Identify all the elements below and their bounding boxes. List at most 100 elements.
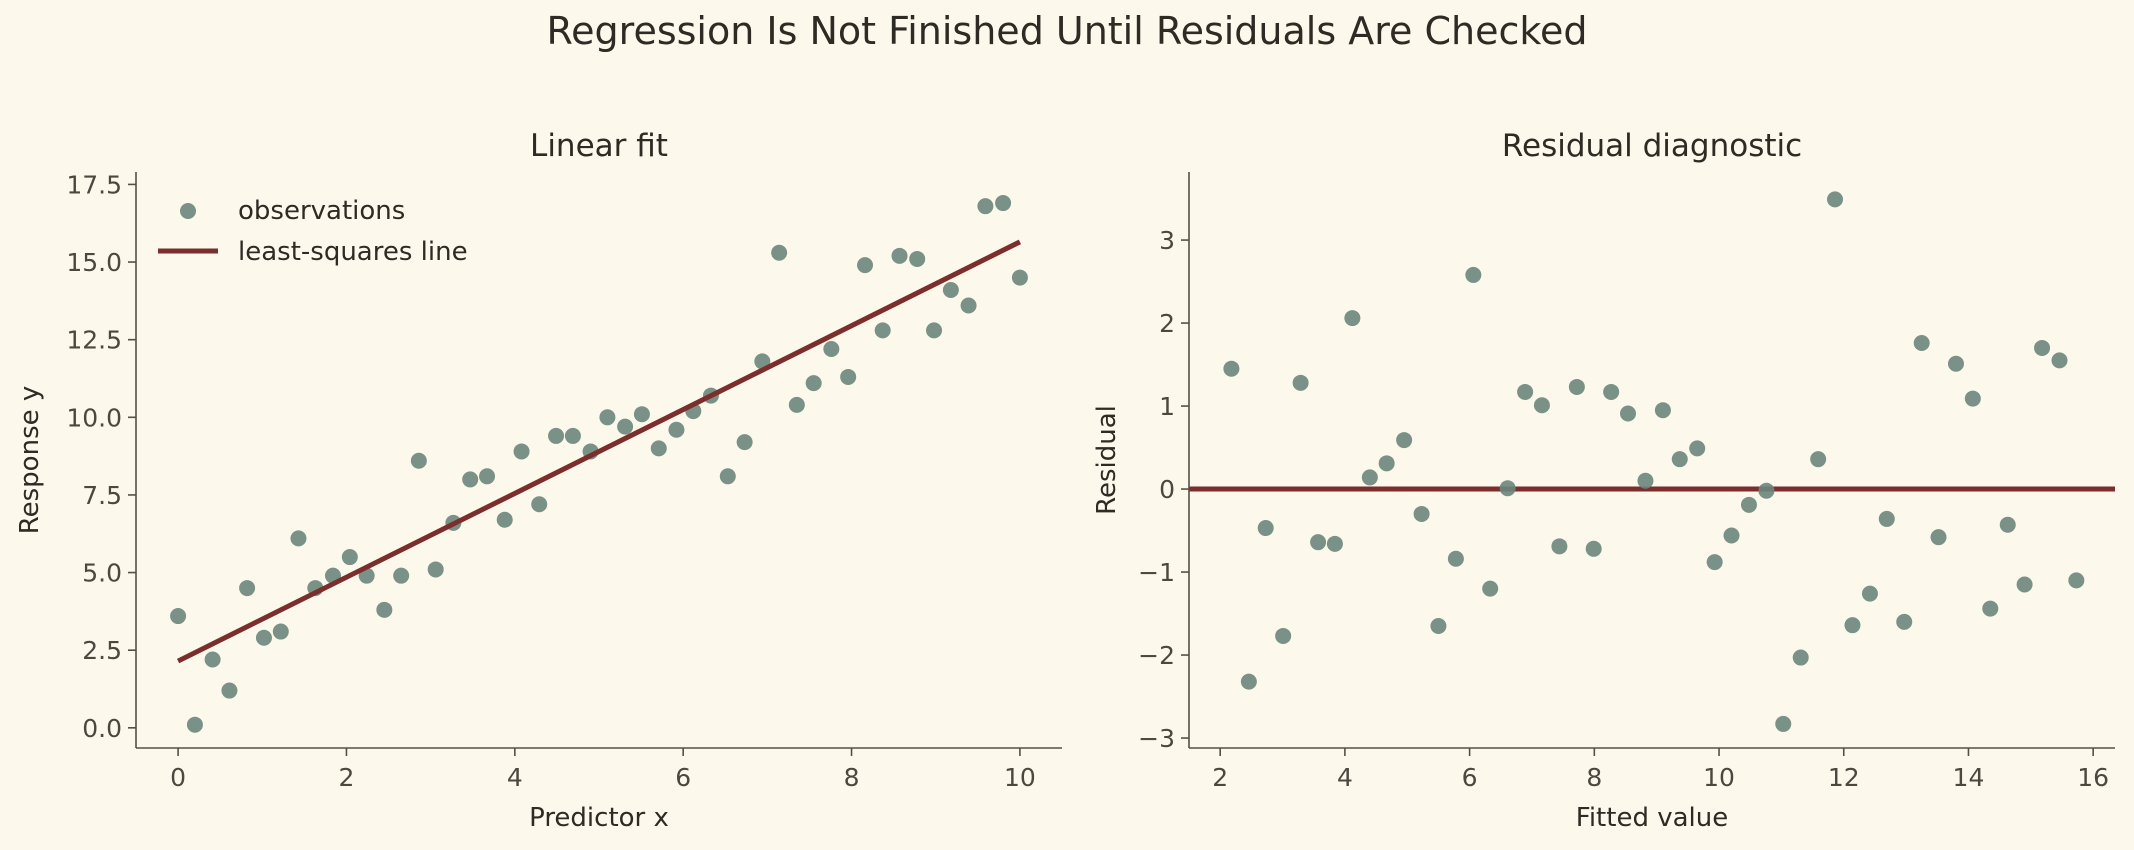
- data-point: [1758, 482, 1775, 499]
- data-point: [2068, 572, 2085, 589]
- data-point: [2051, 352, 2068, 369]
- data-point: [1240, 673, 1257, 690]
- data-point: [857, 257, 874, 274]
- data-point: [909, 250, 926, 267]
- data-point: [1499, 480, 1516, 497]
- data-point: [1844, 617, 1861, 634]
- data-point: [1223, 360, 1240, 377]
- data-point: [496, 511, 513, 528]
- data-point: [1361, 469, 1378, 486]
- data-point: [599, 409, 616, 426]
- y-tick-label: 7.5: [82, 481, 122, 510]
- data-point: [1396, 432, 1413, 449]
- data-point: [719, 468, 736, 485]
- data-point: [1603, 383, 1620, 400]
- legend-label: observations: [238, 196, 405, 226]
- data-point: [272, 623, 289, 640]
- data-point: [1689, 440, 1706, 457]
- y-tick-label: 15.0: [66, 248, 122, 277]
- data-point: [1792, 649, 1809, 666]
- least-squares-line: [176, 239, 1022, 664]
- data-point: [1878, 510, 1895, 527]
- data-point: [1447, 550, 1464, 567]
- data-point: [1810, 451, 1827, 468]
- data-point: [891, 247, 908, 264]
- data-point: [788, 396, 805, 413]
- data-point: [1982, 600, 1999, 617]
- data-point: [1551, 538, 1568, 555]
- data-point: [1275, 627, 1292, 644]
- data-point: [650, 440, 667, 457]
- data-point: [823, 340, 840, 357]
- data-point: [1568, 378, 1585, 395]
- data-point: [1533, 397, 1550, 414]
- x-tick-label: 14: [1953, 763, 1985, 792]
- y-tick-label: −2: [1138, 641, 1175, 670]
- data-point: [427, 561, 444, 578]
- data-point: [290, 530, 307, 547]
- y-tick-label: 12.5: [66, 326, 122, 355]
- data-point: [1257, 520, 1274, 537]
- data-point: [805, 375, 822, 392]
- data-point: [1896, 613, 1913, 630]
- y-tick-label: 0: [1159, 475, 1175, 504]
- data-point: [1740, 496, 1757, 513]
- data-point: [376, 601, 393, 618]
- data-point: [942, 281, 959, 298]
- y-tick-label: 1: [1159, 392, 1175, 421]
- data-point: [977, 198, 994, 215]
- figure-suptitle: Regression Is Not Finished Until Residua…: [546, 9, 1587, 53]
- legend: observations least-squares line: [158, 196, 468, 267]
- data-point: [1671, 451, 1688, 468]
- panel-title: Linear fit: [530, 128, 668, 164]
- data-point: [186, 716, 203, 733]
- x-tick-label: 2: [339, 763, 355, 792]
- y-tick-label: 5.0: [82, 559, 122, 588]
- data-point: [1861, 585, 1878, 602]
- data-point: [204, 651, 221, 668]
- data-point: [1706, 554, 1723, 571]
- data-point: [1344, 310, 1361, 327]
- data-point: [633, 406, 650, 423]
- data-point: [840, 368, 857, 385]
- data-point: [1999, 516, 2016, 533]
- data-point: [462, 471, 479, 488]
- data-point: [479, 468, 496, 485]
- y-axis-label: Response y: [15, 386, 45, 535]
- data-point: [1964, 390, 1981, 407]
- data-point: [564, 427, 581, 444]
- data-point: [2016, 576, 2033, 593]
- x-tick-label: 10: [1703, 763, 1735, 792]
- y-tick-label: 3: [1159, 226, 1175, 255]
- x-axis-label: Predictor x: [529, 803, 669, 833]
- data-point: [874, 322, 891, 339]
- y-axis-label: Residual: [1092, 405, 1122, 515]
- data-point: [1947, 355, 1964, 372]
- data-point: [1517, 383, 1534, 400]
- data-point: [995, 195, 1012, 212]
- data-point: [1430, 617, 1447, 634]
- data-point: [771, 244, 788, 261]
- data-point: [1482, 580, 1499, 597]
- y-tick-label: 2.5: [82, 636, 122, 665]
- y-tick-label: −3: [1138, 724, 1175, 753]
- data-point: [1827, 191, 1844, 208]
- data-point: [668, 421, 685, 438]
- data-point: [1930, 529, 1947, 546]
- x-tick-label: 4: [1337, 763, 1353, 792]
- data-point: [926, 322, 943, 339]
- data-point: [393, 567, 410, 584]
- data-point: [1465, 266, 1482, 283]
- data-point: [1292, 374, 1309, 391]
- data-point: [513, 443, 530, 460]
- y-tick-label: 0.0: [82, 714, 122, 743]
- data-point: [1913, 334, 1930, 351]
- data-point: [1585, 540, 1602, 557]
- x-tick-label: 10: [1004, 763, 1036, 792]
- y-tick-label: 10.0: [66, 403, 122, 432]
- x-tick-label: 16: [2077, 763, 2109, 792]
- data-point: [531, 496, 548, 513]
- data-point: [1654, 402, 1671, 419]
- x-tick-label: 8: [844, 763, 860, 792]
